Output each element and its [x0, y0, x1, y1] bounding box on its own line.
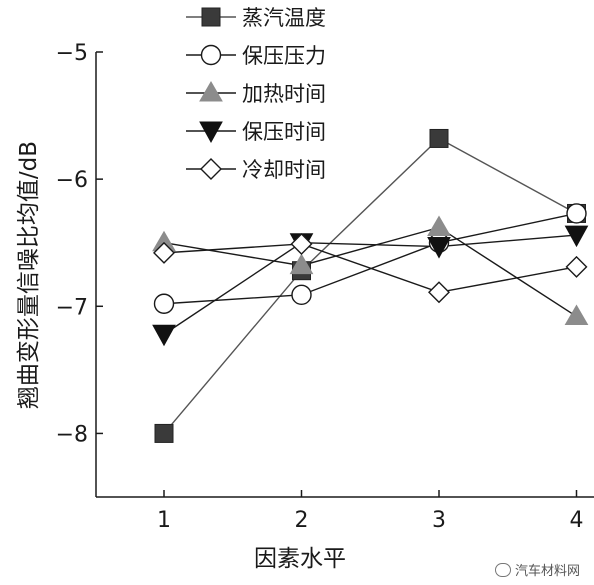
legend-marker [200, 158, 222, 180]
y-tick-label: −5 [56, 41, 88, 66]
data-point-series-3 [564, 304, 589, 325]
data-point-series-1 [154, 423, 174, 443]
legend-marker [199, 81, 223, 102]
x-axis-title: 因素水平 [254, 546, 346, 572]
wechat-icon [494, 562, 511, 577]
legend-marker [199, 121, 223, 144]
data-point-series-5 [428, 281, 450, 304]
series-lines [163, 137, 577, 434]
data-point-series-2 [291, 284, 312, 306]
y-axis-title: 翘曲变形量信噪比均值/dB [16, 141, 42, 409]
legend-marker [201, 7, 221, 27]
legend-label: 冷却时间 [242, 158, 326, 182]
data-point-series-2 [153, 293, 175, 314]
x-tick-label: 3 [432, 508, 446, 533]
data-point-series-5 [565, 255, 588, 278]
series-line-4 [163, 234, 577, 335]
series-line-1 [163, 137, 577, 434]
watermark-text: 汽车材料网 [514, 564, 580, 579]
series-line-2 [163, 212, 577, 305]
data-point-series-4 [427, 237, 451, 259]
series-line-5 [163, 243, 577, 294]
data-point-series-1 [429, 128, 449, 148]
y-tick-label: −8 [56, 422, 88, 447]
y-tick-label: −6 [56, 168, 88, 193]
legend-label: 蒸汽温度 [242, 6, 326, 30]
series-line-3 [163, 226, 577, 318]
x-tick-label: 1 [157, 508, 171, 533]
legend-marker [200, 44, 222, 66]
legend-label: 保压时间 [242, 120, 326, 144]
x-tick-label: 2 [295, 508, 309, 533]
data-point-series-3 [289, 253, 314, 275]
y-tick-label: −7 [56, 295, 88, 320]
legend-label: 加热时间 [242, 82, 326, 106]
data-point-series-4 [152, 324, 176, 347]
data-point-series-5 [153, 241, 175, 264]
data-point-series-5 [290, 232, 313, 255]
data-point-series-2 [566, 203, 587, 224]
legend-label: 保压压力 [242, 44, 326, 68]
data-point-series-4 [564, 225, 589, 248]
data-point-series-3 [427, 215, 451, 236]
watermark: 汽车材料网 [494, 560, 580, 579]
axes: −8 −7 −6 −5 1 2 3 4 [56, 41, 594, 533]
series-markers [152, 128, 589, 443]
x-tick-label: 4 [570, 508, 584, 533]
